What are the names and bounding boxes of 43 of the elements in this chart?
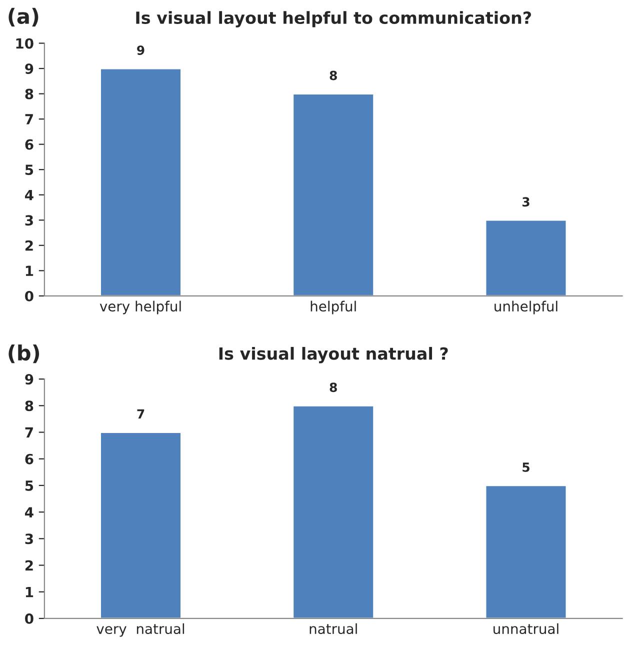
x-tick-label: very natrual [96, 623, 184, 637]
data-label: 9 [137, 46, 144, 55]
x-tick-label: natrual [310, 623, 357, 634]
bar [100, 68, 182, 296]
chart-title: Is visual layout helpful to communication? [136, 11, 531, 28]
y-tick-label: 0 [25, 290, 34, 302]
bar [100, 432, 182, 618]
data-label: 8 [330, 382, 337, 392]
data-label: 7 [137, 409, 144, 419]
y-tick-label: 5 [25, 480, 34, 491]
y-tick-label: 2 [25, 560, 33, 571]
x-tick-label: unnatrual [494, 623, 558, 634]
data-label: 5 [522, 462, 530, 472]
text: (a) [8, 8, 38, 26]
y-tick-label: 1 [26, 587, 34, 598]
y-tick-label: 10 [16, 38, 34, 49]
data-label: 8 [330, 70, 337, 80]
y-tick-label: 9 [25, 63, 34, 74]
x-tick-label: very helpful [100, 300, 181, 314]
data-label: 3 [522, 197, 530, 207]
x-tick-label: helpful [310, 300, 356, 314]
y-tick-label: 1 [26, 266, 34, 276]
y-tick-label: 8 [25, 88, 34, 100]
y-tick-label: 6 [25, 454, 34, 464]
bar [484, 484, 568, 618]
y-tick-label: 7 [25, 114, 33, 124]
bar [484, 219, 568, 296]
y-tick-label: 8 [25, 400, 34, 412]
y-tick-label: 0 [25, 613, 34, 624]
x-tick-label: unhelpful [494, 300, 558, 314]
chart-title: Is visual layout natrual ? [219, 346, 448, 364]
y-tick-label: 9 [25, 374, 34, 385]
bar [292, 93, 375, 296]
y-tick-label: 6 [25, 139, 34, 150]
y-tick-label: 7 [25, 427, 33, 438]
y-tick-label: 2 [25, 240, 33, 251]
y-tick-label: 3 [25, 215, 33, 226]
y-tick-label: 4 [24, 190, 34, 200]
bar [292, 404, 375, 618]
y-tick-label: 3 [25, 534, 33, 544]
y-tick-label: 5 [25, 164, 34, 176]
y-tick-label: 4 [24, 507, 34, 518]
text: (b) [8, 344, 40, 364]
